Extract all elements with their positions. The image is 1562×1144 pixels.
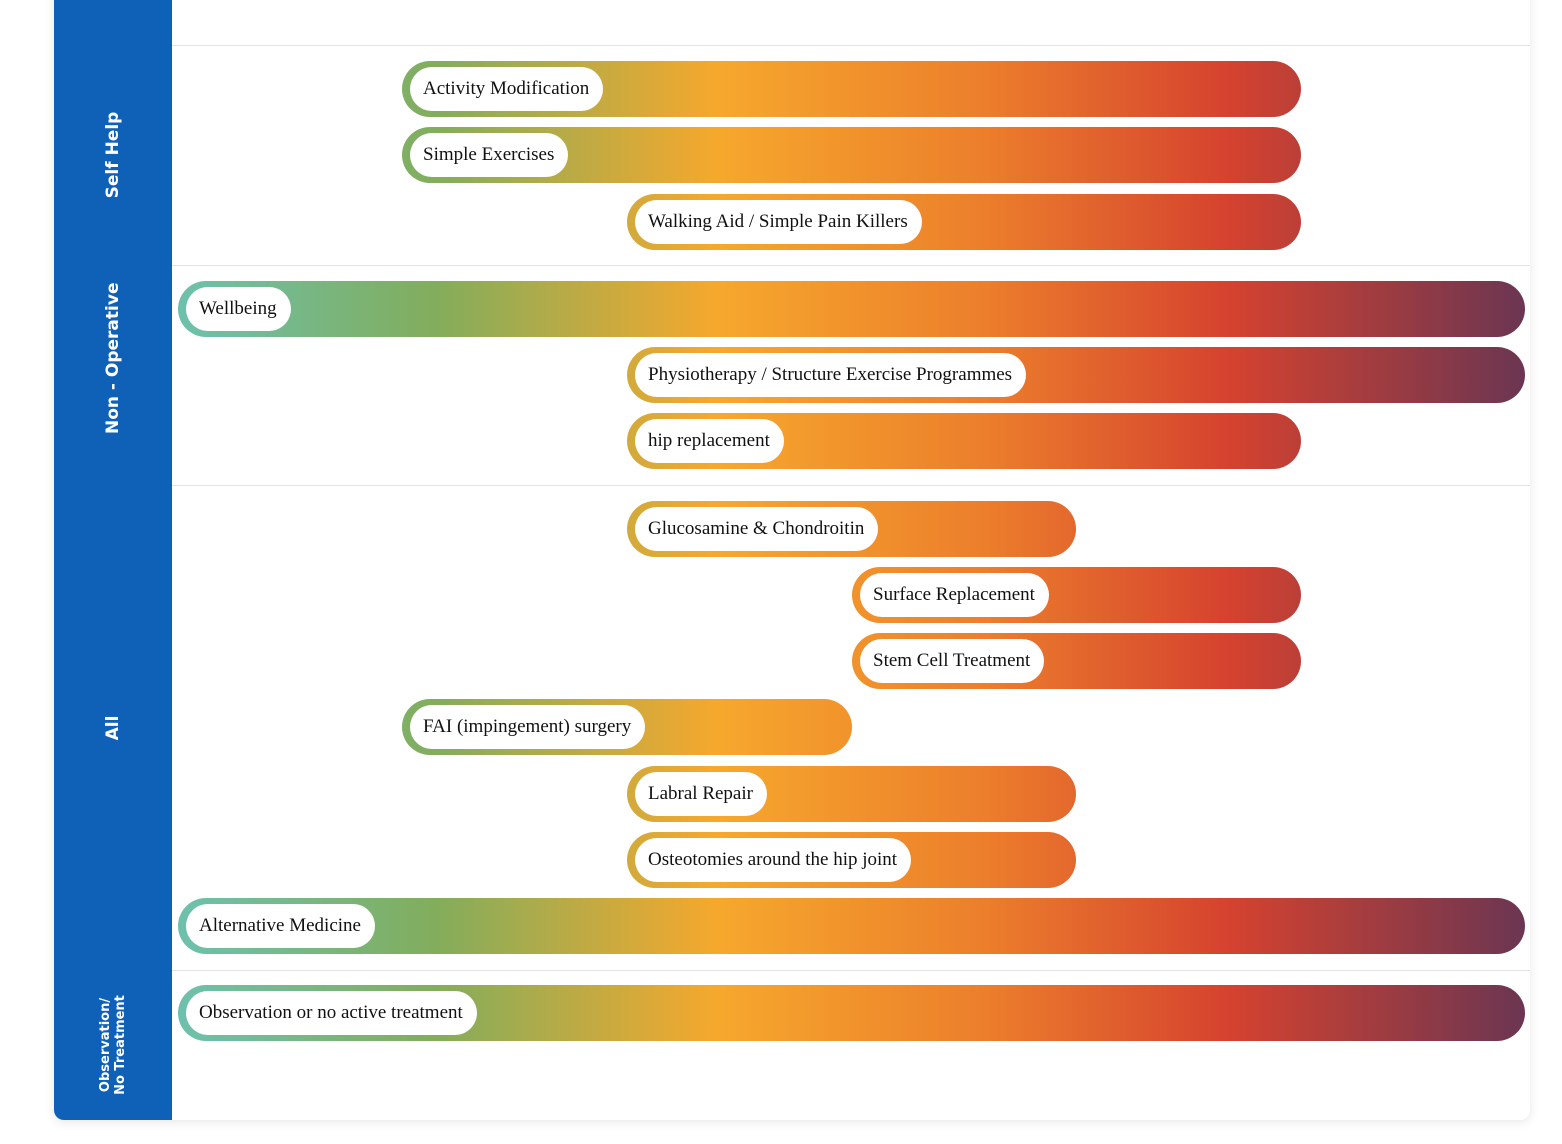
treatment-label: Stem Cell Treatment [860, 639, 1045, 683]
category-sidebar: Self Help Non - Operative All Observatio… [54, 0, 172, 1120]
row-divider [172, 485, 1530, 486]
treatment-chart: Self Help Non - Operative All Observatio… [54, 0, 1530, 1120]
treatment-bar: Activity Modification [402, 61, 1301, 117]
treatment-bar: Observation or no active treatment [178, 985, 1525, 1041]
treatment-bar: Walking Aid / Simple Pain Killers [627, 194, 1301, 250]
treatment-label: Walking Aid / Simple Pain Killers [635, 200, 922, 244]
treatment-label: Wellbeing [186, 287, 291, 331]
row-divider [172, 970, 1530, 971]
treatment-bar: Glucosamine & Chondroitin [627, 501, 1076, 557]
treatment-label: Glucosamine & Chondroitin [635, 507, 879, 551]
treatment-bar: FAI (impingement) surgery [402, 699, 852, 755]
treatment-bar: Surface Replacement [852, 567, 1301, 623]
treatment-bar: Alternative Medicine [178, 898, 1525, 954]
treatment-label: Physiotherapy / Structure Exercise Progr… [635, 353, 1027, 397]
treatment-label: Alternative Medicine [186, 904, 375, 948]
treatment-label: hip replacement [635, 419, 784, 463]
treatment-label: Labral Repair [635, 772, 767, 816]
treatment-bar: hip replacement [627, 413, 1301, 469]
treatment-label: Osteotomies around the hip joint [635, 838, 912, 882]
treatment-label: Observation or no active treatment [186, 991, 477, 1035]
treatment-bar: Physiotherapy / Structure Exercise Progr… [627, 347, 1525, 403]
treatment-bar: Wellbeing [178, 281, 1525, 337]
treatment-label: Surface Replacement [860, 573, 1049, 617]
category-label-all: All [103, 715, 123, 741]
treatment-bar: Osteotomies around the hip joint [627, 832, 1076, 888]
treatment-label: Activity Modification [410, 67, 604, 111]
treatment-bar: Simple Exercises [402, 127, 1301, 183]
treatment-bar: Labral Repair [627, 766, 1076, 822]
row-divider [172, 265, 1530, 266]
category-label-observation: Observation/ No Treatment [98, 995, 128, 1095]
treatment-bar: Stem Cell Treatment [852, 633, 1301, 689]
row-divider [172, 45, 1530, 46]
treatment-label: Simple Exercises [410, 133, 569, 177]
category-label-self-help: Self Help [103, 111, 123, 199]
treatment-label: FAI (impingement) surgery [410, 705, 646, 749]
category-label-non-operative: Non - Operative [103, 282, 123, 434]
